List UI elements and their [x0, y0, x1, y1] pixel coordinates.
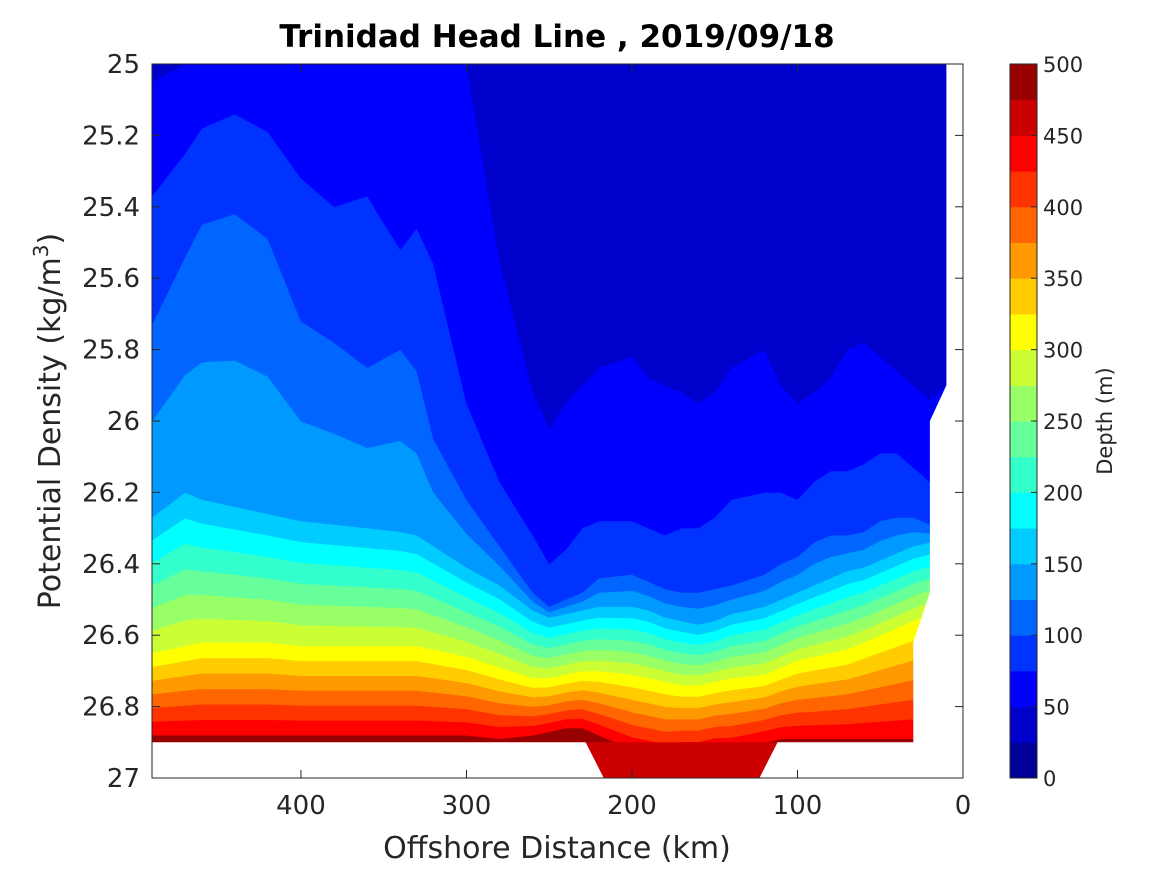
colorbar-segment: [1010, 635, 1037, 672]
colorbar-segment: [1010, 599, 1037, 636]
colorbar-tick-label: 450: [1043, 124, 1083, 148]
y-tick-label: 25.6: [82, 264, 140, 294]
colorbar-segment: [1010, 742, 1037, 779]
x-tick-label: 0: [955, 791, 972, 821]
colorbar-segment: [1010, 206, 1037, 243]
colorbar-tick-label: 400: [1043, 196, 1083, 220]
colorbar-segment: [1010, 670, 1037, 708]
y-axis: 25 25.2 25.4 25.6 25.8 26 26.2 26.4 26.6 26.8 27: [82, 50, 963, 794]
y-tick-label: 27: [107, 764, 140, 794]
x-tick-label: 400: [276, 791, 326, 821]
nan-mask-4: [913, 64, 963, 778]
y-tick-label: 25.2: [82, 121, 140, 151]
contour-field: [152, 64, 963, 778]
colorbar-segment: [1010, 171, 1037, 208]
colorbar-tick-label: 200: [1043, 481, 1083, 505]
colorbar-segment: [1010, 278, 1037, 315]
y-axis-label: Potential Density (kg/m3): [29, 233, 68, 609]
colorbar-segment: [1010, 349, 1037, 386]
colorbar-segment: [1010, 385, 1037, 422]
colorbar-tick-label: 350: [1043, 267, 1083, 291]
x-tick-label: 100: [773, 791, 823, 821]
colorbar-tick-label: 100: [1043, 624, 1083, 648]
colorbar-tick-label: 300: [1043, 339, 1083, 363]
y-axis-label-close: ): [33, 233, 68, 245]
y-tick-label: 26: [107, 407, 140, 437]
y-tick-label: 25.4: [82, 193, 140, 223]
colorbar-label: Depth (m): [1093, 367, 1117, 474]
x-axis-label: Offshore Distance (km): [383, 831, 731, 866]
colorbar-segment: [1010, 99, 1037, 136]
y-axis-label-superscript: 3: [29, 244, 53, 257]
colorbar-segment: [1010, 492, 1037, 529]
x-tick-label: 300: [442, 791, 492, 821]
colorbar-tick-label: 0: [1043, 767, 1056, 791]
colorbar-tick-label: 500: [1043, 53, 1083, 77]
colorbar-segment: [1010, 528, 1037, 565]
y-tick-label: 26.6: [82, 621, 140, 651]
colorbar-segment: [1010, 135, 1037, 172]
colorbar: 0 50 100 150 200 250 300 350 400 450 500: [1009, 53, 1083, 791]
colorbar-segment: [1010, 313, 1037, 351]
colorbar-tick-label: 250: [1043, 410, 1083, 434]
colorbar-segment: [1010, 456, 1037, 493]
chart-title: Trinidad Head Line , 2019/09/18: [279, 19, 834, 55]
colorbar-segment: [1010, 64, 1037, 101]
contour-band-deep-pocket: [585, 742, 778, 778]
x-tick-label: 200: [607, 791, 657, 821]
colorbar-segment: [1010, 242, 1037, 279]
y-tick-label: 26.8: [82, 693, 140, 723]
colorbar-segment: [1010, 421, 1037, 458]
y-tick-label: 26.4: [82, 550, 140, 580]
nan-mask-2: [759, 742, 914, 778]
y-tick-label: 25: [107, 50, 140, 80]
colorbar-tick-label: 50: [1043, 696, 1070, 720]
colorbar-segment: [1010, 706, 1037, 743]
y-tick-label: 25.8: [82, 336, 140, 366]
y-axis-label-main: Potential Density (kg/m: [33, 257, 68, 609]
colorbar-tick-label: 150: [1043, 553, 1083, 577]
colorbar-segment: [1010, 563, 1037, 600]
nan-mask-1: [152, 742, 604, 778]
y-tick-label: 26.2: [82, 478, 140, 508]
x-axis: 400 300 200 100 0: [276, 64, 971, 821]
